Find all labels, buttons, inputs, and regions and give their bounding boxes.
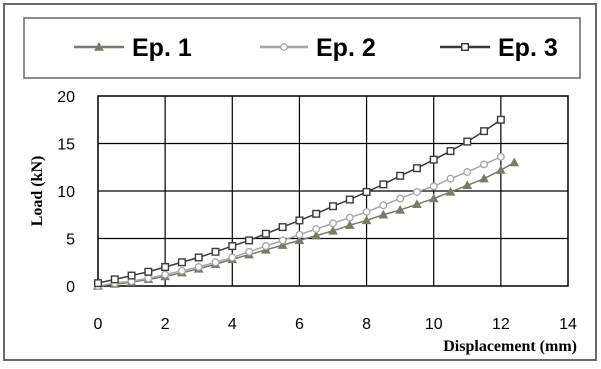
data-point [228, 253, 237, 262]
legend-marker [280, 43, 288, 51]
legend-item-1: Ep. 1 [74, 34, 192, 62]
data-point [428, 193, 439, 203]
x-tick-label: 2 [161, 316, 170, 333]
y-axis-title: Load (kN) [29, 156, 46, 227]
data-point [496, 115, 505, 124]
y-tick-label: 0 [66, 279, 75, 296]
data-point [127, 271, 136, 280]
data-point [177, 266, 186, 275]
data-point [412, 199, 422, 208]
data-point [361, 215, 372, 225]
data-point [144, 274, 153, 283]
series-2 [94, 152, 505, 290]
legend: Ep. 1 Ep. 2 Ep. 3 [23, 17, 581, 79]
data-point [194, 253, 203, 262]
data-point [429, 182, 438, 191]
data-point [161, 270, 170, 279]
data-point [245, 247, 254, 256]
data-point [480, 127, 489, 136]
data-point [396, 171, 405, 180]
data-point [228, 242, 237, 251]
legend-label: Ep. 1 [132, 34, 192, 62]
tick-labels: 0 2 4 6 8 10 12 14 0 5 10 15 20 [57, 89, 577, 333]
data-point [396, 194, 405, 203]
data-point [261, 242, 270, 251]
data-point [446, 174, 455, 183]
x-tick-label: 4 [228, 316, 237, 333]
series-layer [93, 115, 520, 290]
data-point [379, 201, 388, 210]
legend-marker [461, 43, 470, 52]
data-point [177, 258, 186, 267]
data-point [412, 187, 421, 196]
data-point [496, 165, 506, 174]
x-axis-title: Displacement (mm) [443, 338, 577, 355]
x-tick-label: 10 [425, 316, 443, 333]
legend-label: Ep. 2 [316, 34, 376, 62]
data-point [329, 202, 338, 211]
data-point [463, 137, 472, 146]
data-point [445, 186, 456, 196]
data-point [496, 152, 505, 161]
data-point [446, 147, 455, 156]
data-point [379, 180, 388, 189]
data-point [295, 230, 304, 239]
data-point [345, 213, 354, 222]
data-point [378, 209, 389, 219]
data-point [194, 263, 203, 271]
data-point [344, 220, 355, 229]
x-tick-label: 12 [492, 316, 510, 333]
data-point [362, 187, 371, 196]
data-point [295, 216, 304, 225]
y-tick-label: 5 [66, 232, 75, 249]
data-point [412, 164, 421, 173]
x-tick-label: 8 [362, 316, 371, 333]
data-point [329, 219, 337, 228]
y-tick-label: 20 [57, 89, 75, 106]
data-point [480, 160, 489, 169]
data-point [93, 279, 102, 288]
data-point [277, 240, 288, 249]
data-point [261, 229, 270, 238]
data-point [479, 173, 489, 183]
grid [98, 96, 568, 286]
legend-item-3: Ep. 3 [440, 34, 558, 62]
data-point [161, 263, 170, 272]
legend-label: Ep. 3 [498, 34, 558, 62]
plot-area [93, 95, 569, 290]
data-point [328, 225, 338, 235]
data-point [462, 180, 473, 189]
data-point [429, 155, 438, 164]
legend-items: Ep. 1 Ep. 2 Ep. 3 [74, 34, 558, 62]
data-point [311, 230, 322, 240]
data-point [463, 168, 472, 176]
data-point [362, 207, 371, 216]
data-point [312, 209, 321, 218]
x-tick-label: 0 [94, 316, 103, 333]
data-point [110, 275, 119, 284]
x-tick-label: 6 [295, 316, 304, 333]
y-tick-label: 10 [57, 184, 75, 201]
data-point [294, 235, 305, 245]
data-point [395, 204, 405, 214]
data-point [278, 223, 287, 232]
series-3 [93, 115, 505, 288]
y-tick-label: 15 [57, 137, 75, 154]
plot-border [97, 95, 569, 287]
data-point [312, 225, 321, 233]
data-point [345, 195, 354, 204]
data-point [211, 247, 220, 256]
data-point [509, 157, 520, 167]
data-point [245, 236, 254, 245]
data-point [211, 258, 220, 267]
data-point [278, 236, 287, 245]
x-tick-label: 14 [559, 316, 577, 333]
legend-item-2: Ep. 2 [260, 34, 376, 62]
legend-marker [94, 41, 104, 51]
data-point [144, 267, 153, 276]
